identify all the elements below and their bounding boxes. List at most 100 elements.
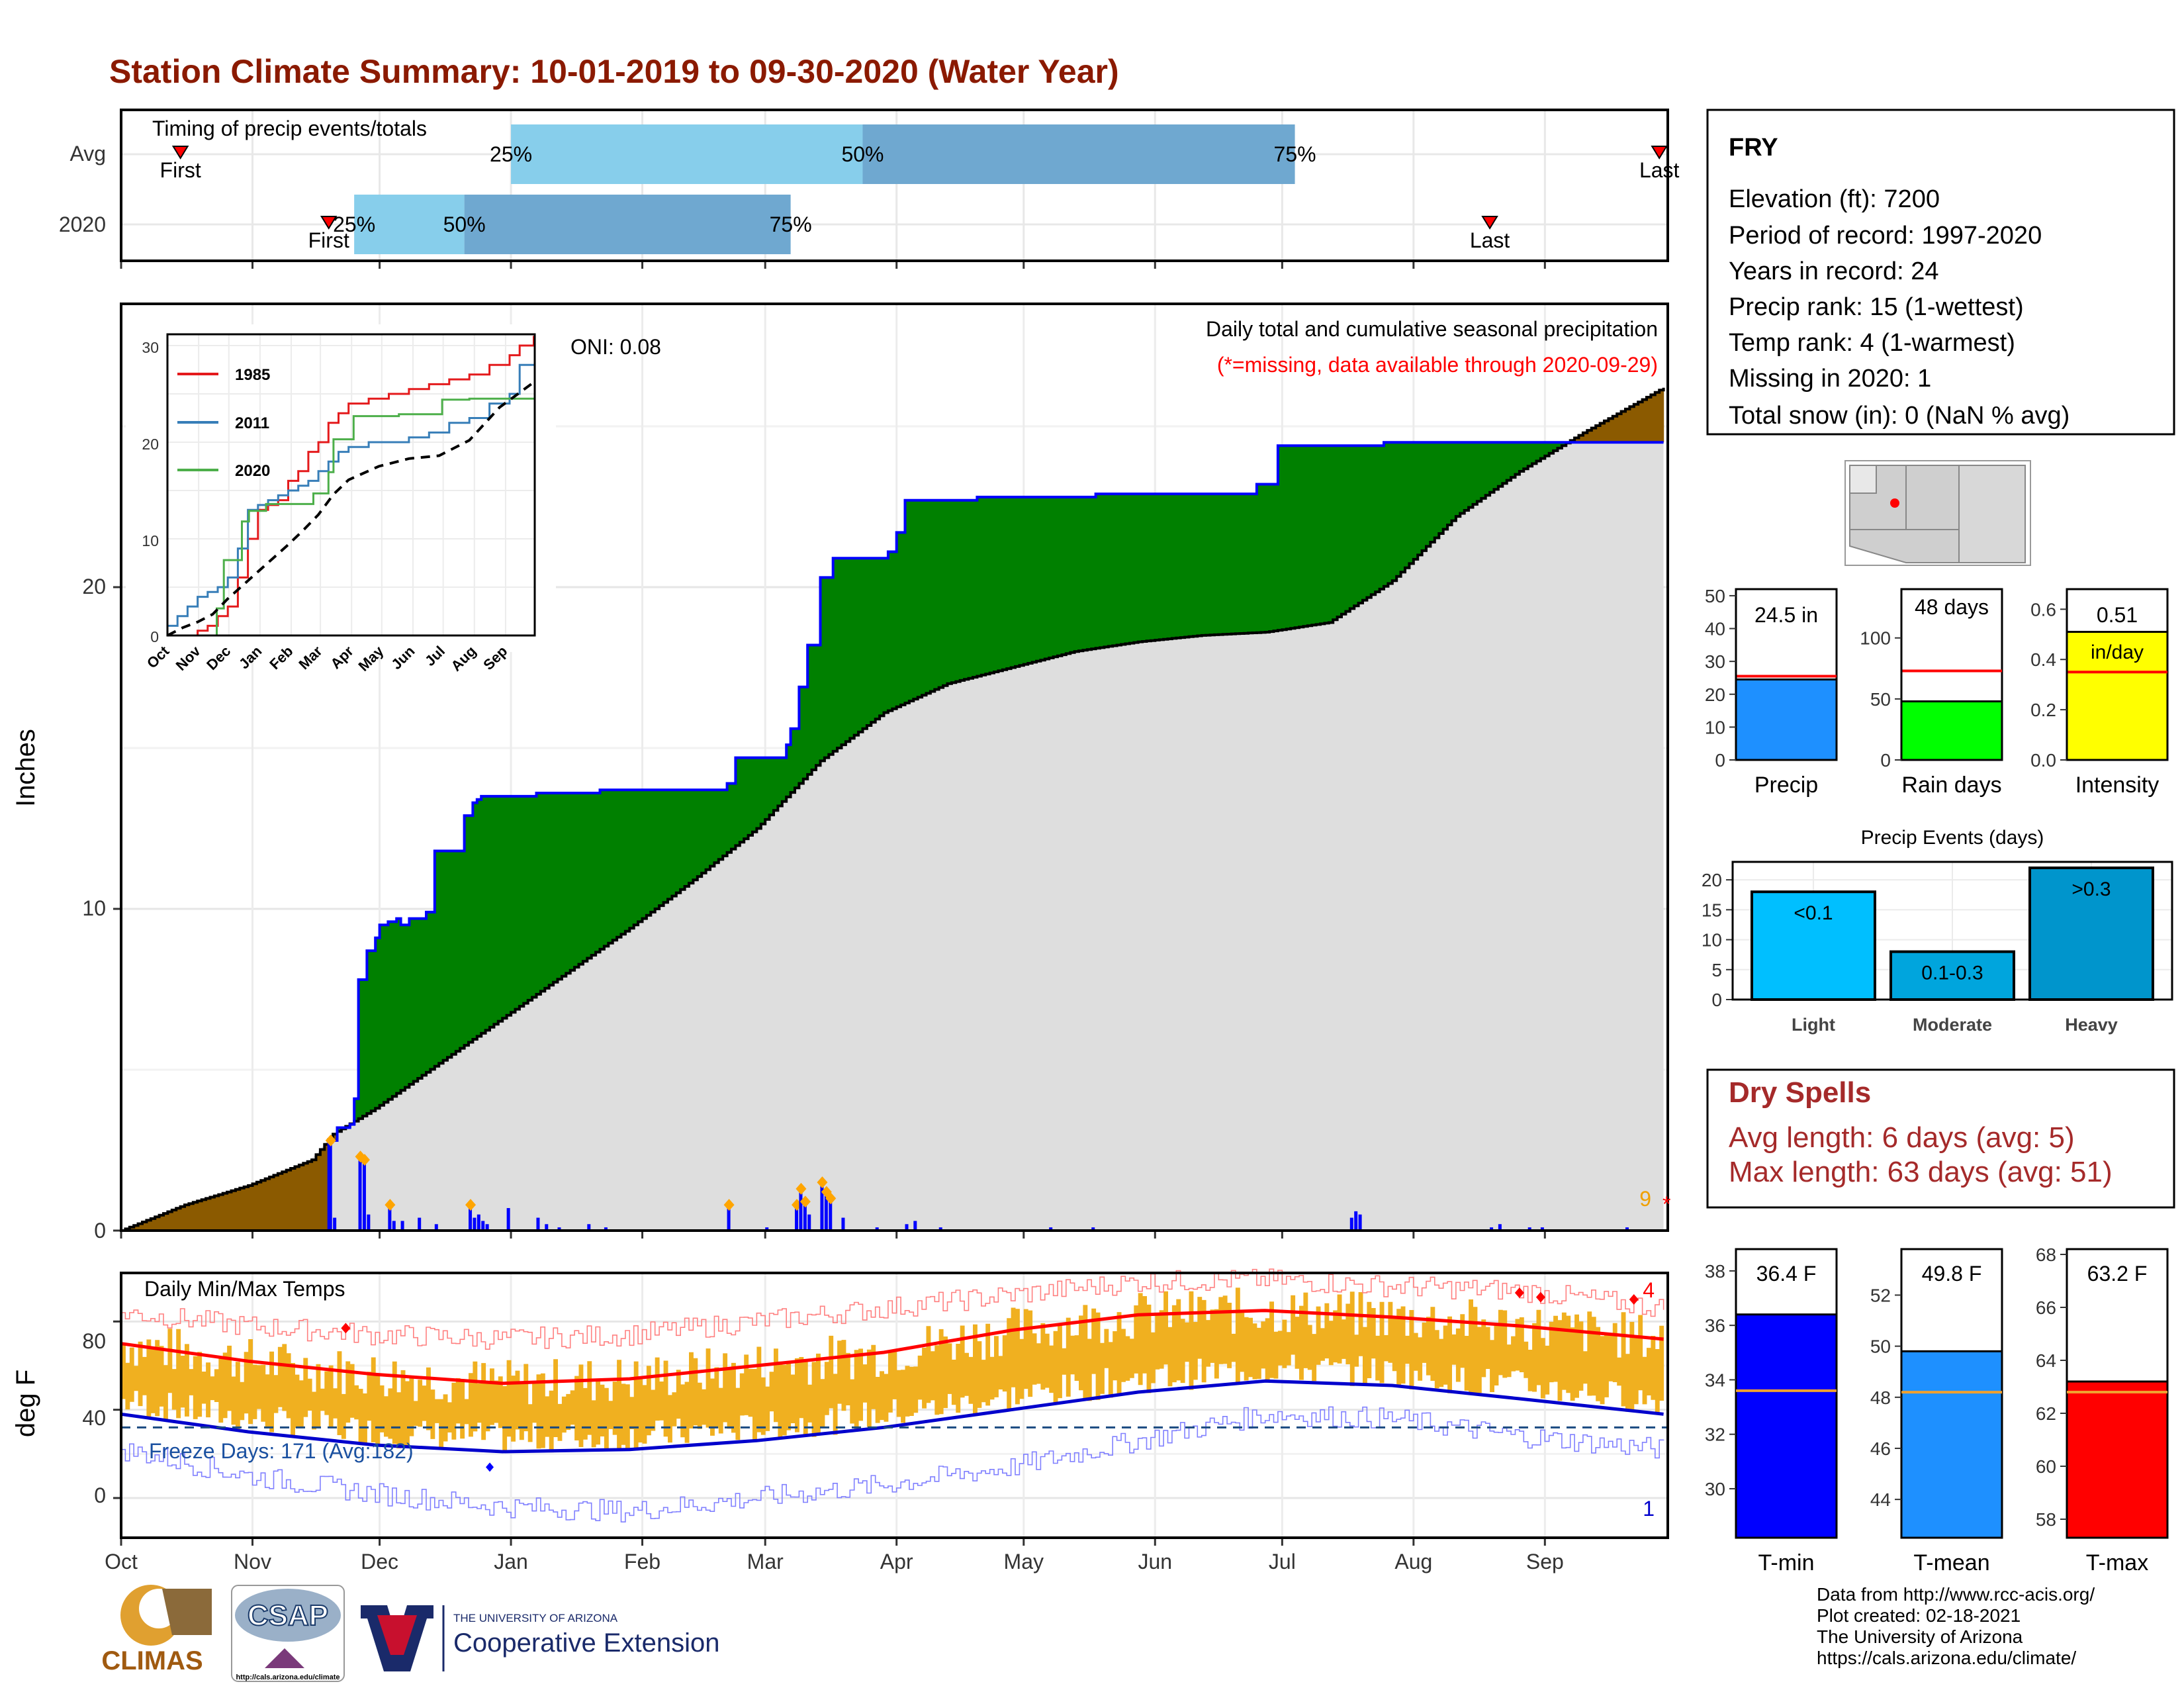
events-bar-heavy [2028,867,2154,1001]
avg-cumulative-line [121,387,1665,1232]
timing-marker-first [320,216,338,230]
month-label: Jun [1138,1550,1172,1573]
month-label: Jul [1269,1550,1296,1573]
daily-precip-bar [875,1227,879,1231]
daily-precip-bar [506,1207,510,1231]
temp-bar-2 [2066,1380,2169,1539]
daily-precip-bar [938,1227,942,1231]
daily-precip-bar [400,1221,404,1231]
timing-label-p75: 75% [1274,142,1316,166]
month-label: Mar [747,1550,784,1573]
events-ytick: 10 [1702,930,1722,951]
temp-bar-ytick: 34 [1705,1370,1725,1390]
oni-label: ONI: 0.08 [570,335,661,359]
credit-university: The University of Arizona [1817,1626,2023,1647]
snow-marker [325,1134,336,1147]
temp-ytick-80: 80 [82,1329,106,1353]
daily-precip-bar [1358,1214,1362,1231]
timing-marker-last [1481,216,1498,230]
location-map [1844,460,2031,566]
temperature-bars: 30 32 34 36 38 36.4 F T-min 44 46 48 50 52 49.8 F T-m… [1705,1244,2169,1575]
summary-bar-0 [1735,678,1838,761]
events-ytick: 0 [1711,990,1722,1010]
daily-precip-bar [727,1205,731,1231]
temp-bar-ytick: 36 [1705,1315,1725,1336]
timing-label-p75: 75% [770,212,812,236]
precip-events-chart: Precip Events (days) 0 5 10 15 20 <0.1 Light 0.… [1702,827,2173,1035]
daily-precip-bar [1349,1217,1353,1231]
precip-panel: Inches 0 10 20 Daily total and cumulativ… [11,303,1670,1243]
daily-precip-bar [392,1221,396,1231]
daily-precip-bar [1354,1211,1358,1231]
timing-title: Timing of precip events/totals [152,117,427,140]
precip-missing-note: (*=missing, data available through 2020-… [1217,353,1658,377]
daily-precip-bar [829,1198,833,1231]
daily-precip-bar [1625,1227,1629,1231]
timing-bar-q1 [511,124,863,184]
page-title: Station Climate Summary: 10-01-2019 to 0… [109,53,1119,90]
daily-precip-bar [362,1160,366,1231]
temp-bar-ytick: 48 [1870,1387,1891,1408]
temp-bar-0 [1735,1313,1838,1539]
daily-precip-bar [1498,1224,1502,1231]
temp-bar-1 [1900,1350,2003,1539]
credit-plot-date: Plot created: 02-18-2021 [1817,1605,2021,1626]
timing-label-last: Last [1639,158,1680,182]
temp-bar-ytick: 66 [2036,1297,2056,1318]
summary-bar-2 [2066,631,2169,761]
snow-marker [359,1154,370,1166]
temperature-panel: Daily Min/Max Temps deg F 0 40 80 Freeze… [11,1268,1669,1573]
missing-marker: 9 [1639,1187,1651,1211]
record-high-marker [1535,1291,1545,1303]
summary-ytick: 30 [1705,651,1725,672]
precip-ytick-0: 0 [94,1219,106,1243]
precip-subtitle: Daily total and cumulative seasonal prec… [1206,317,1658,341]
timing-label-first: First [308,228,349,252]
inset-line-2020 [167,397,534,637]
record-low-count: 1 [1643,1497,1655,1521]
timing-label-last: Last [1470,228,1510,252]
inset-ytick-0: 0 [150,628,159,645]
daily-precip-bar [557,1227,561,1231]
summary-ytick: 0.6 [2030,599,2056,620]
csap-logo: CSAP http://cals.arizona.edu/climate [231,1585,345,1682]
daily-precip-bar [905,1224,909,1231]
events-ytick: 20 [1702,870,1722,890]
daily-precip-bar [795,1205,799,1231]
timing-label-first: First [160,158,201,182]
temp-bar-category: T-min [1758,1550,1815,1575]
daily-precip-bar [469,1205,473,1231]
timing-panel: Timing of precip events/totals Avg 2020 … [59,109,1680,269]
university-logo: THE UNIVERSITY OF ARIZONA Cooperative Ex… [361,1605,719,1671]
precip-ytick-10: 10 [82,896,106,920]
station-elevation: Elevation (ft): 7200 [1729,185,1940,213]
daily-precip-bar [604,1227,608,1231]
summary-ytick: 50 [1705,586,1725,606]
avg-cumulative-area [121,387,1664,1231]
summary-ytick: 40 [1705,619,1725,639]
events-bar-moderate [1889,950,2015,1002]
dry-spells-avg: Avg length: 6 days (avg: 5) [1729,1121,2075,1154]
temp-bar-ytick: 44 [1870,1489,1891,1510]
events-frame [1731,861,2173,1001]
summary-ytick: 0.2 [2030,700,2056,720]
month-label: Aug [1394,1550,1432,1573]
snow-marker [825,1192,837,1205]
daily-precip-bar [803,1201,807,1231]
summary-category: Precip [1754,773,1818,798]
credit-data-source: Data from http://www.rcc-acis.org/ [1817,1584,2095,1605]
temp-bar-value-label: 63.2 F [2087,1262,2148,1286]
daily-precip-bar [807,1214,811,1231]
timing-bar-q2 [862,124,1295,184]
station-temp-rank: Temp rank: 4 (1-warmest) [1729,329,2015,357]
summary-value-label: 48 days [1915,595,1989,619]
snow-marker [799,1196,811,1208]
events-category: Moderate [1913,1015,1992,1035]
daily-precip-bar [545,1224,549,1231]
precip-ytick-20: 20 [82,575,106,598]
events-ytick: 5 [1711,960,1722,980]
daily-precip-bar [841,1217,845,1231]
daily-precip-bar [328,1140,332,1231]
csap-logo-text: CSAP [248,1599,328,1632]
